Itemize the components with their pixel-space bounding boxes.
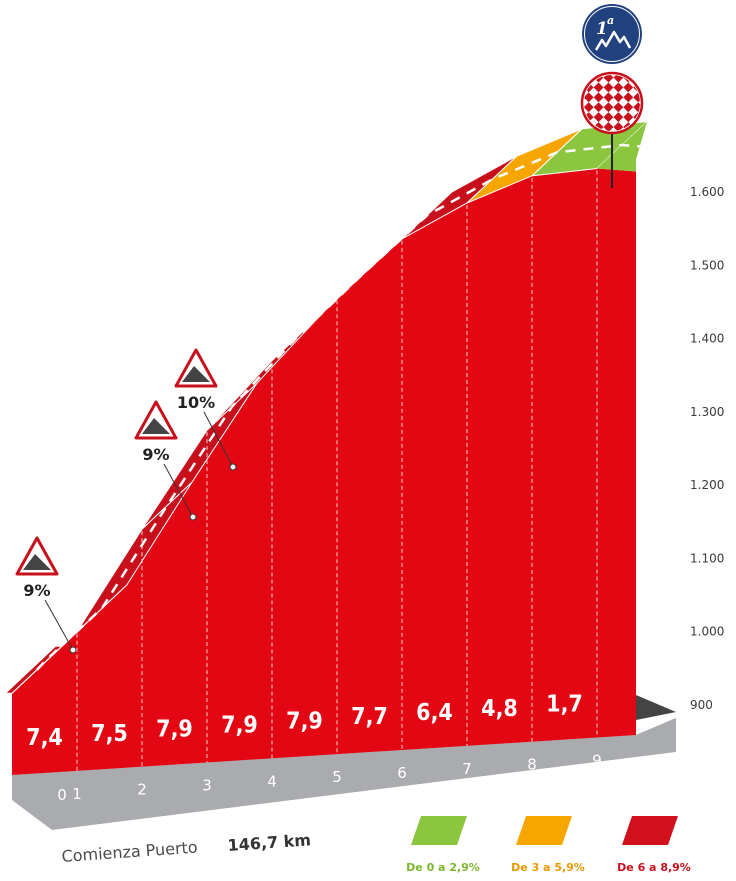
start-km: 146,7 km [227,830,312,855]
finish-flag-icon [580,71,644,135]
km-tick-label: 0 [57,786,67,804]
start-info: Comienza Puerto 146,7 km [61,830,312,866]
km-tick-label: 4 [267,772,277,790]
legend-label: De 0 a 2,9% [406,861,480,874]
segment-gradient-label: 7,5 [91,721,128,747]
segment-gradients: 7,4 7,5 7,9 7,9 7,9 7,7 6,4 4,8 1,7 [26,692,583,751]
y-tick-label: 900 [690,698,713,712]
altitude-axis: 900 1.000 1.100 1.200 1.300 1.400 1.500 1.600 [690,185,724,712]
mountain-icon [594,30,632,51]
segment-gradient-label: 7,9 [221,712,258,738]
km-tick-label: 8 [527,756,537,774]
y-tick-label: 1.500 [690,258,724,272]
km-dividers [76,170,598,771]
start-label: Comienza Puerto [61,838,198,866]
max-gradient-label: 9% [23,581,50,600]
km-tick-label: 5 [332,768,342,786]
max-gradient-marker: 10% [174,348,237,471]
slope-icon [182,366,210,382]
profile-face [12,168,636,775]
y-tick-label: 1.100 [690,551,724,565]
km-tick-label: 1 [72,785,82,803]
segment-gradient-label: 7,9 [156,717,193,743]
legend-label: De 3 a 5,9% [511,861,585,874]
km-tick-label: 7 [462,760,472,778]
centerline [36,143,662,671]
legend: De 0 a 2,9% De 3 a 5,9% De 6 a 8,9% [406,816,691,874]
base-corner-shadow [636,695,676,720]
max-gradient-label: 9% [142,445,169,464]
segment-gradient-label: 7,4 [26,725,63,751]
slope-icon [23,554,51,570]
legend-swatch [622,816,678,845]
y-tick-label: 1.600 [690,185,724,199]
km-tick-label: 3 [202,777,212,795]
base-platform [12,695,676,830]
category-badge: 1 a [582,4,642,64]
y-tick-label: 1.200 [690,478,724,492]
y-tick-label: 1.400 [690,332,724,346]
legend-item: De 0 a 2,9% [406,816,480,874]
max-gradient-marker: 9% [134,400,197,521]
legend-swatch [411,816,467,845]
summit-group: 1 a [580,4,644,188]
base-front [12,718,676,820]
max-gradient-markers: 9% 9% 10% [15,348,237,654]
km-tick-label: 2 [137,781,147,799]
legend-item: De 3 a 5,9% [511,816,585,874]
slope-icon [142,418,170,434]
y-tick-label: 1.000 [690,625,724,639]
max-gradient-marker: 9% [15,536,77,654]
legend-swatch [516,816,572,845]
segment-gradient-label: 7,9 [286,708,323,734]
segment-gradient-label: 6,4 [416,700,453,726]
top-band-end [597,121,647,172]
y-tick-label: 1.300 [690,405,724,419]
category-superscript: a [607,14,614,27]
km-tick-label: 9 [592,752,602,770]
km-tick-label: 6 [397,764,407,782]
legend-item: De 6 a 8,9% [617,816,691,874]
segment-gradient-label: 7,7 [351,704,388,730]
max-gradient-label: 10% [177,393,215,412]
segment-gradient-label: 1,7 [546,692,583,718]
category-number: 1 [596,19,608,39]
legend-label: De 6 a 8,9% [617,861,691,874]
segment-gradient-label: 4,8 [481,696,518,722]
profile-body [12,168,636,775]
centerline-dashes [36,143,662,671]
